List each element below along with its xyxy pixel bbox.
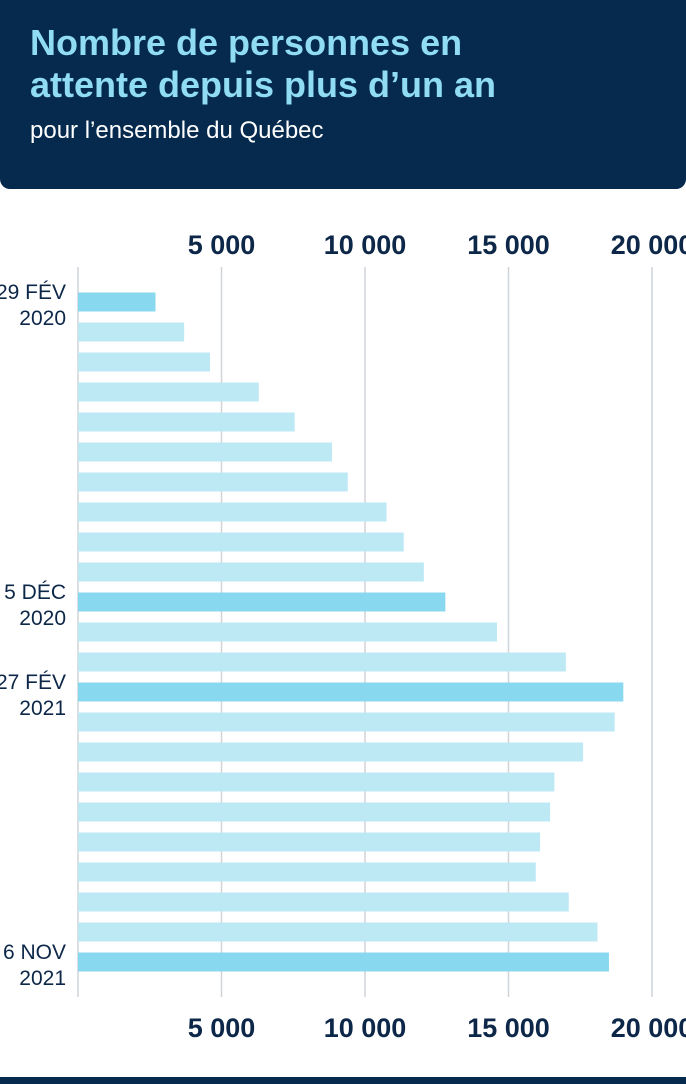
- chart-title-line-2: attente depuis plus d’un an: [30, 64, 497, 105]
- header-banner: Nombre de personnes en attente depuis pl…: [0, 0, 686, 189]
- bar-11: [78, 622, 498, 642]
- category-label-10-line-1: 5 DÉC: [4, 581, 66, 604]
- bar-13: [78, 682, 624, 702]
- bar-10: [78, 592, 446, 612]
- bar-14: [78, 712, 615, 732]
- bar-5: [78, 442, 332, 462]
- bar-17: [78, 802, 551, 822]
- x-tick-label-top-3: 20 000: [611, 230, 686, 260]
- bar-1: [78, 322, 185, 342]
- x-tick-label-bottom-3: 20 000: [611, 1013, 686, 1043]
- category-label-10-line-2: 2020: [19, 607, 66, 630]
- chart-subtitle: pour l’ensemble du Québec: [30, 117, 324, 144]
- bar-15: [78, 742, 584, 762]
- bar-19: [78, 862, 536, 882]
- category-label-13-line-1: 27 FÉV: [0, 671, 66, 694]
- bar-21: [78, 922, 598, 942]
- bar-2: [78, 352, 211, 372]
- x-tick-label-bottom-0: 5 000: [188, 1013, 256, 1043]
- bar-8: [78, 532, 404, 552]
- category-label-22-line-1: 6 NOV: [3, 941, 66, 964]
- chart-title: Nombre de personnes en attente depuis pl…: [30, 22, 656, 106]
- bar-9: [78, 562, 424, 582]
- bar-6: [78, 472, 348, 492]
- bar-7: [78, 502, 387, 522]
- bar-18: [78, 832, 541, 852]
- bar-12: [78, 652, 566, 672]
- category-label-0-line-1: 29 FÉV: [0, 281, 66, 304]
- x-tick-label-bottom-2: 15 000: [467, 1013, 550, 1043]
- chart-title-line-1: Nombre de personnes en: [30, 22, 463, 63]
- bar-0: [78, 292, 156, 312]
- category-label-22-line-2: 2021: [19, 967, 66, 990]
- x-tick-label-top-2: 15 000: [467, 230, 550, 260]
- x-tick-label-top-1: 10 000: [324, 230, 407, 260]
- x-tick-label-bottom-1: 10 000: [324, 1013, 407, 1043]
- bar-4: [78, 412, 295, 432]
- bar-20: [78, 892, 569, 912]
- category-label-0-line-2: 2020: [19, 307, 66, 330]
- bar-16: [78, 772, 555, 792]
- bar-3: [78, 382, 259, 402]
- x-tick-label-top-0: 5 000: [188, 230, 256, 260]
- footer-rule: [0, 1077, 686, 1084]
- bar-22: [78, 952, 609, 972]
- category-label-13-line-2: 2021: [19, 697, 66, 720]
- bar-chart: 5 000 10 000 15 000 20 000 5 000 10 000 15 000…: [0, 230, 686, 1043]
